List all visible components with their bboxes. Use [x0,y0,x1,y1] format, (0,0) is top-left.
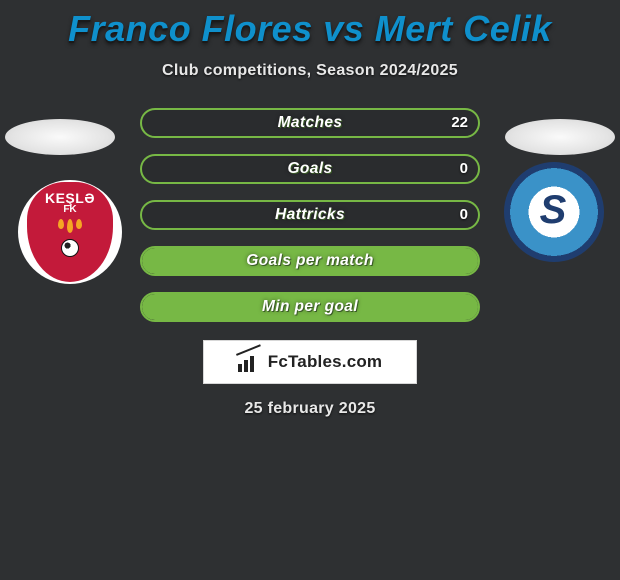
stat-label: Matches [142,110,478,136]
stat-row-hattricks: Hattricks 0 [140,200,480,230]
player2-photo [505,119,615,155]
stat-row-goals-per-match: Goals per match [140,246,480,276]
brand-text: FcTables.com [268,352,383,372]
club2-initial: S [540,188,567,233]
club-shield-icon: KEŞLƏ FK [27,182,113,282]
date: 25 february 2025 [0,400,620,418]
stat-row-min-per-goal: Min per goal [140,292,480,322]
subtitle: Club competitions, Season 2024/2025 [0,62,620,80]
stats-container: Matches 22 Goals 0 Hattricks 0 Goals per… [140,108,480,322]
brand-box: FcTables.com [203,340,417,384]
stat-label: Min per goal [142,294,478,320]
player1-club-badge: KEŞLƏ FK [18,180,122,284]
barchart-icon [238,352,262,372]
stat-row-matches: Matches 22 [140,108,480,138]
stat-right-value: 22 [451,110,468,136]
stat-right-value: 0 [460,202,468,228]
stat-label: Goals per match [142,248,478,274]
stat-label: Goals [142,156,478,182]
player2-club-badge: S [504,162,604,262]
page-title: Franco Flores vs Mert Celik [0,0,620,50]
stat-label: Hattricks [142,202,478,228]
stat-right-value: 0 [460,156,468,182]
club1-sub: FK [63,204,76,215]
flame-icon [58,219,82,233]
stat-row-goals: Goals 0 [140,154,480,184]
football-icon [61,239,79,257]
player1-photo [5,119,115,155]
